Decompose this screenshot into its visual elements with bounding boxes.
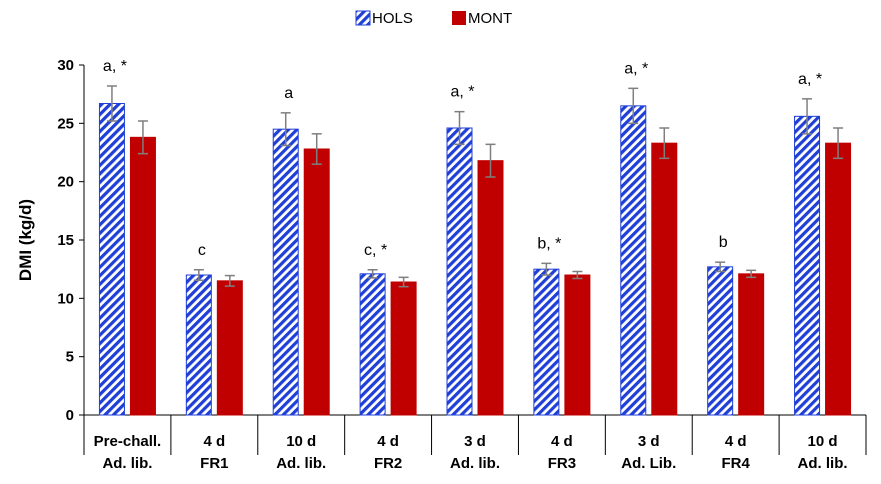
bar-mont <box>216 280 243 416</box>
plot-area: 0 5 10 15 20 25 30 Pre-chall. Ad. lib. a, * 4 d FR1… <box>57 57 867 472</box>
bar-hols <box>707 266 734 416</box>
significance-annotation: c <box>198 242 206 259</box>
category-label: FR4 <box>721 455 750 472</box>
bar-hols <box>794 115 821 416</box>
bar-hols <box>620 105 647 416</box>
significance-annotation: a, * <box>624 60 648 77</box>
bar-hols <box>98 103 125 416</box>
significance-annotation: a, * <box>450 84 474 101</box>
legend-swatch-hols <box>355 10 371 26</box>
significance-annotation: a, * <box>798 71 822 88</box>
category-label: FR2 <box>374 455 402 472</box>
bar-mont <box>390 281 417 416</box>
category-label: Ad. lib. <box>276 455 326 472</box>
bar-mont <box>651 142 678 416</box>
significance-annotation: a, * <box>103 58 127 75</box>
category-label: 4 d <box>551 433 573 450</box>
y-tick-label: 30 <box>57 57 74 74</box>
category-label: Ad. lib. <box>798 455 848 472</box>
significance-annotation: b, * <box>537 235 561 252</box>
legend-label-hols: HOLS <box>372 10 413 27</box>
y-tick-label: 0 <box>66 407 74 424</box>
bar-mont <box>129 136 156 416</box>
bar-mont <box>477 160 504 416</box>
bar-mont <box>738 273 765 416</box>
category-label: 10 d <box>286 433 316 450</box>
category-label: 4 d <box>203 433 225 450</box>
legend-swatch-mont <box>452 11 466 25</box>
y-tick-label: 15 <box>57 232 74 249</box>
category-label: 4 d <box>377 433 399 450</box>
category-label: Ad. lib. <box>450 455 500 472</box>
bar-hols <box>533 268 560 416</box>
category-label: FR1 <box>200 455 228 472</box>
y-tick-label: 10 <box>57 290 74 307</box>
significance-annotation: a <box>284 85 293 102</box>
category-label: 3 d <box>638 433 660 450</box>
y-tick-label: 25 <box>57 115 74 132</box>
significance-annotation: c, * <box>364 242 387 259</box>
bar-hols <box>446 127 473 416</box>
y-tick-label: 5 <box>66 349 74 366</box>
bar-hols <box>185 274 212 416</box>
category-label: 10 d <box>808 433 838 450</box>
significance-annotation: b <box>719 234 728 251</box>
category-label: Ad. lib. <box>102 455 152 472</box>
bar-hols <box>272 128 299 416</box>
bar-mont <box>303 148 330 416</box>
category-label: Ad. Lib. <box>621 455 676 472</box>
bar-hols <box>359 273 386 416</box>
category-label: FR3 <box>548 455 576 472</box>
category-label: 4 d <box>725 433 747 450</box>
legend: HOLS MONT <box>355 10 512 27</box>
bar-mont <box>825 142 852 416</box>
bar-mont <box>564 274 591 416</box>
category-label: 3 d <box>464 433 486 450</box>
category-label: Pre-chall. <box>94 433 162 450</box>
y-axis-title: DMI (kg/d) <box>16 199 35 281</box>
legend-label-mont: MONT <box>468 10 512 27</box>
y-tick-label: 20 <box>57 174 74 191</box>
